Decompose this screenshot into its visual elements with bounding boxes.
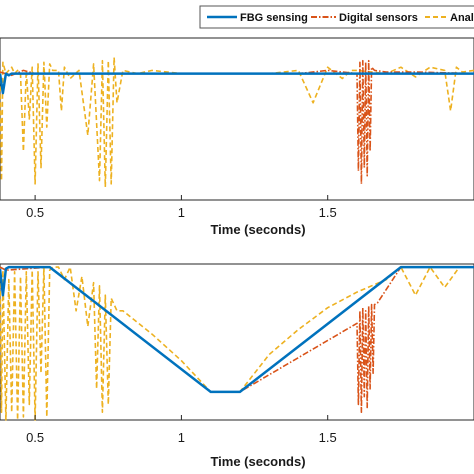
top-series-analo bbox=[0, 56, 474, 188]
bottom-xtick-label: 0.5 bbox=[26, 430, 44, 445]
legend-box bbox=[199, 5, 474, 29]
bottom-series-digital-sensors bbox=[0, 266, 474, 414]
bottom-plot-area bbox=[0, 263, 474, 421]
bottom-series-fbg-sensing bbox=[0, 265, 474, 394]
legend-label-fbg: FBG sensing bbox=[240, 12, 308, 24]
legend-label-digital: Digital sensors bbox=[339, 12, 418, 24]
bottom-xtick-label: 1 bbox=[178, 430, 185, 445]
bottom-plot-series bbox=[0, 265, 474, 421]
top-xtick-label: 0.5 bbox=[26, 205, 44, 220]
top-plot: 0.5 1 1.5 Time (seconds) bbox=[0, 37, 474, 237]
top-plot-series bbox=[0, 56, 474, 188]
bottom-plot-xlabel: Time (seconds) bbox=[210, 454, 305, 469]
bottom-xtick-label: 1.5 bbox=[319, 430, 337, 445]
bottom-plot-ticks: 0.5 1 1.5 bbox=[26, 415, 337, 445]
top-series-fbg-sensing bbox=[0, 72, 474, 95]
legend-label-analog: Analo bbox=[450, 12, 474, 24]
top-plot-xlabel: Time (seconds) bbox=[210, 222, 305, 237]
top-plot-ticks: 0.5 1 1.5 bbox=[26, 195, 337, 220]
bottom-series-analo bbox=[0, 266, 474, 421]
top-xtick-label: 1 bbox=[178, 205, 185, 220]
top-plot-area bbox=[0, 37, 474, 201]
legend: FBG sensing Digital sensors Analo bbox=[199, 5, 474, 29]
bottom-plot: 0.5 1 1.5 Time (seconds) bbox=[0, 263, 474, 469]
top-xtick-label: 1.5 bbox=[319, 205, 337, 220]
